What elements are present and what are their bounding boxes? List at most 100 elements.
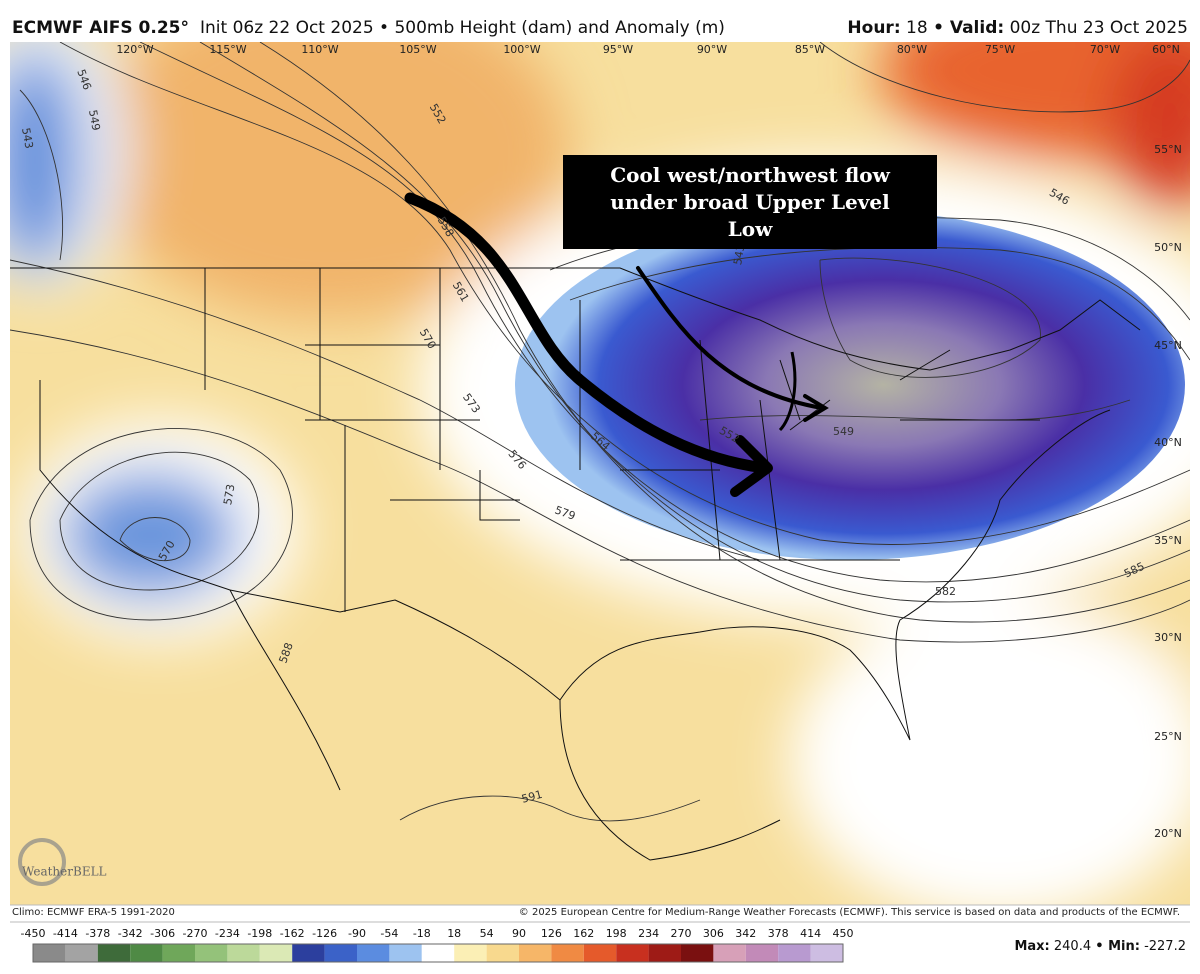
lat-label: 45°N: [1154, 339, 1182, 352]
contour-label: 591: [520, 788, 544, 806]
colorbar: -450 -414 -378 -342 -306 -270 -234 -198 -162 -126…: [21, 927, 854, 963]
colorbar-tick-label: 378: [768, 927, 789, 940]
colorbar-tick-label: 126: [541, 927, 562, 940]
lon-label: 100°W: [503, 43, 540, 56]
lon-label: 85°W: [795, 43, 825, 56]
colorbar-segment: [195, 944, 228, 962]
hour: 18: [906, 18, 928, 38]
colorbar-segment: [389, 944, 422, 962]
lon-label: 105°W: [399, 43, 436, 56]
valid: 00z Thu 23 Oct 2025: [1010, 18, 1188, 38]
colorbar-segment: [778, 944, 811, 962]
lon-label: 70°W: [1090, 43, 1120, 56]
lat-label: 60°N: [1152, 43, 1180, 56]
colorbar-segment: [486, 944, 519, 962]
lon-label: 90°W: [697, 43, 727, 56]
colorbar-segment: [259, 944, 293, 962]
colorbar-tick-label: 162: [573, 927, 594, 940]
colorbar-tick-label: -270: [183, 927, 208, 940]
colorbar-tick-label: -450: [21, 927, 46, 940]
lat-label: 25°N: [1154, 730, 1182, 743]
lon-label: 80°W: [897, 43, 927, 56]
colorbar-segment: [324, 944, 357, 962]
contours: [10, 42, 1190, 822]
colorbar-segment: [292, 944, 325, 962]
colorbar-tick-label: 414: [800, 927, 821, 940]
colorbar-segment: [519, 944, 552, 962]
lon-label: 120°W: [116, 43, 153, 56]
lon-label: 95°W: [603, 43, 633, 56]
lat-label: 40°N: [1154, 436, 1182, 449]
climo: Climo: ECMWF ERA-5 1991-2020: [12, 907, 175, 918]
colorbar-segment: [454, 944, 487, 962]
logo: WeatherBELL: [18, 838, 107, 886]
colorbar-segment: [745, 944, 779, 962]
colorbar-tick-label: 270: [671, 927, 692, 940]
colorbar-segment: [357, 944, 390, 962]
model: ECMWF AIFS 0.25°: [12, 18, 189, 38]
colorbar-tick-label: 18: [447, 927, 461, 940]
hour-label: Hour:: [847, 18, 900, 38]
colorbar-tick-label: -306: [150, 927, 175, 940]
latitude-labels: 55°N 50°N 45°N 40°N 35°N 30°N 25°N 20°N: [1154, 143, 1182, 840]
colorbar-tick-label: 54: [480, 927, 494, 940]
lon-label: 115°W: [209, 43, 246, 56]
colorbar-segment: [227, 944, 260, 962]
borders: [10, 267, 1141, 861]
colorbar-tick-label: 198: [606, 927, 627, 940]
colorbar-tick-label: 342: [735, 927, 756, 940]
colorbar-tick-label: -234: [215, 927, 240, 940]
lat-label: 35°N: [1154, 534, 1182, 547]
colorbar-segment: [421, 944, 455, 962]
valid-label: • Valid:: [933, 18, 1004, 38]
min: -227.2: [1144, 939, 1186, 954]
colorbar-tick-label: -342: [118, 927, 143, 940]
logo-text: WeatherBELL: [22, 865, 107, 879]
stats: Max: 240.4 • Min: -227.2: [1014, 939, 1186, 954]
annotation-text: Cool west/northwest flow under broad Uppe…: [610, 163, 890, 241]
lat-label: 30°N: [1154, 631, 1182, 644]
flow-arrows: [404, 192, 829, 497]
contour: [819, 257, 1041, 378]
colorbar-segment: [65, 944, 98, 962]
lat-label: 55°N: [1154, 143, 1182, 156]
max-label: Max:: [1014, 939, 1049, 954]
colorbar-tick-label: -414: [53, 927, 78, 940]
colorbar-segment: [713, 944, 746, 962]
colorbar-tick-label: 450: [833, 927, 854, 940]
upper-low: [515, 210, 1185, 560]
colorbar-tick-label: -378: [85, 927, 110, 940]
colorbar-segment: [130, 944, 163, 962]
lat-label: 50°N: [1154, 241, 1182, 254]
header: ECMWF AIFS 0.25° Init 06z 22 Oct 2025 • …: [12, 18, 1188, 38]
colorbar-tick-label: -162: [280, 927, 305, 940]
contour-label: 549: [86, 109, 102, 132]
colorbar-tick-label: 306: [703, 927, 724, 940]
contour-label: 573: [221, 483, 237, 506]
lon-label: 110°W: [301, 43, 338, 56]
colorbar-segment: [162, 944, 195, 962]
min-label: • Min:: [1095, 939, 1140, 954]
map: 120°W 115°W 110°W 105°W 100°W 95°W 90°W …: [10, 42, 1190, 905]
colorbar-segment: [810, 944, 843, 962]
max: 240.4: [1054, 939, 1091, 954]
colorbar-segment: [97, 944, 131, 962]
colorbar-tick-label: -90: [348, 927, 366, 940]
subtitle: Init 06z 22 Oct 2025 • 500mb Height (dam…: [200, 18, 725, 38]
colorbar-segment: [33, 944, 66, 962]
colorbar-tick-label: 90: [512, 927, 526, 940]
colorbar-segment: [583, 944, 617, 962]
colorbar-segment: [551, 944, 584, 962]
colorbar-tick-label: 234: [638, 927, 659, 940]
contour-label: 543: [19, 127, 35, 150]
colorbar-frame: [32, 943, 844, 963]
colorbar-tick-label: -18: [413, 927, 431, 940]
colorbar-tick-label: -198: [247, 927, 272, 940]
valid-info: Hour: 18 • Valid: 00z Thu 23 Oct 2025: [847, 18, 1188, 38]
copyright: © 2025 European Centre for Medium-Range …: [519, 907, 1180, 918]
annotation-box: [563, 155, 937, 249]
contour-label: 549: [833, 425, 854, 438]
colorbar-segment: [648, 944, 681, 962]
longitude-labels: 120°W 115°W 110°W 105°W 100°W 95°W 90°W …: [116, 43, 1180, 56]
